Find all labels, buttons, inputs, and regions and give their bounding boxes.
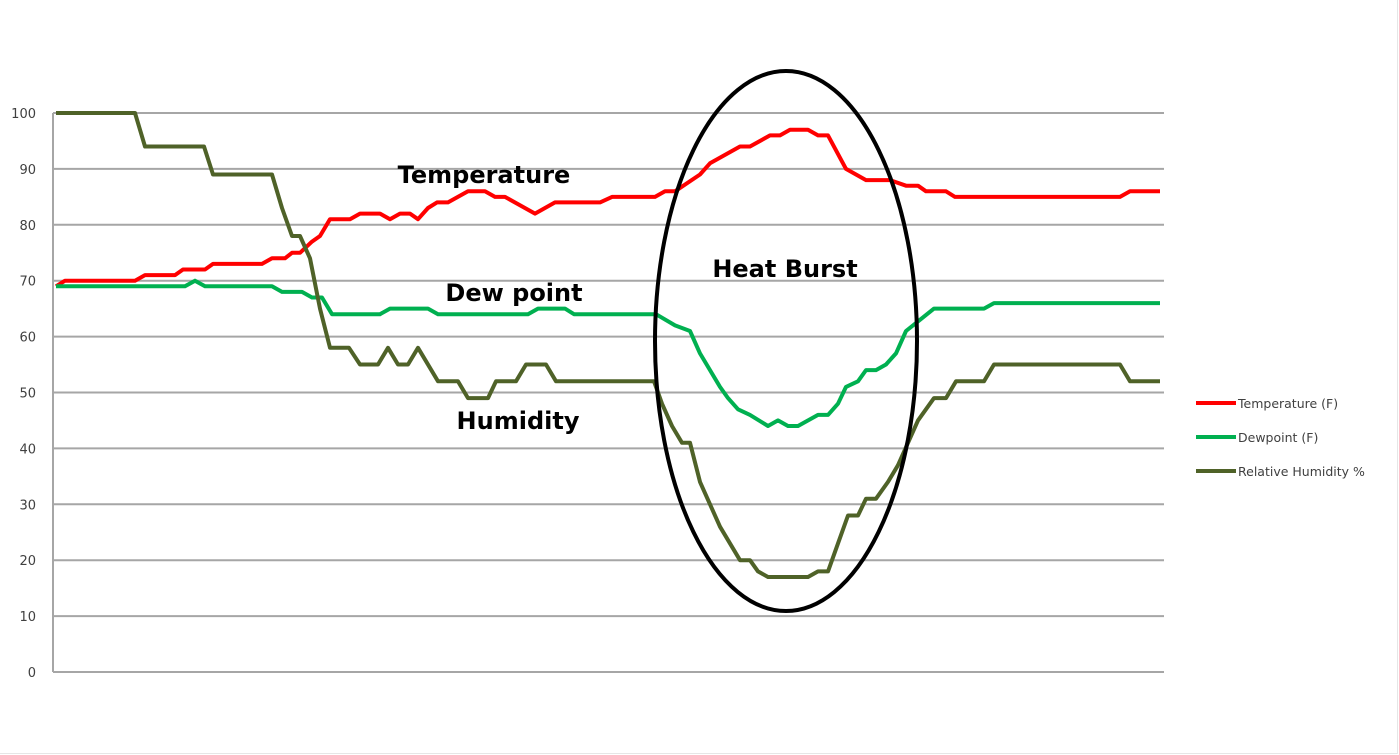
- legend: Temperature (F) Dewpoint (F) Relative Hu…: [1196, 386, 1365, 488]
- annotation-label: Dew point: [445, 279, 582, 307]
- y-tick-label: 0: [28, 666, 36, 681]
- y-tick-label: 70: [19, 275, 36, 290]
- gridlines: [53, 112, 1164, 673]
- y-tick-label: 50: [19, 387, 36, 402]
- legend-label: Temperature (F): [1238, 395, 1339, 411]
- legend-item-dewpoint: Dewpoint (F): [1196, 420, 1365, 454]
- series-line: [56, 278, 1160, 428]
- temperature-line-swatch-icon: [1196, 401, 1236, 405]
- annotation-label: Humidity: [457, 407, 580, 435]
- annotation-label: Temperature: [398, 161, 571, 189]
- y-tick-label: 60: [19, 331, 36, 346]
- annotation-label: Heat Burst: [712, 255, 857, 283]
- y-tick-label: 90: [19, 163, 36, 178]
- dewpoint-line-swatch-icon: [1196, 435, 1236, 439]
- humidity-line-swatch-icon: [1196, 469, 1236, 473]
- heat-burst-ellipse: [653, 69, 919, 613]
- y-tick-label: 40: [19, 442, 36, 457]
- series-lines: [54, 111, 1160, 579]
- y-tick-label: 10: [19, 610, 36, 625]
- legend-item-humidity: Relative Humidity %: [1196, 454, 1365, 488]
- legend-label: Dewpoint (F): [1238, 429, 1319, 445]
- heat-burst-ellipse-shape: [653, 69, 919, 613]
- legend-label: Relative Humidity %: [1238, 463, 1365, 479]
- y-axis: 0 10 20 30 40 50 60 70 80 90 100: [11, 107, 54, 681]
- y-tick-label: 80: [19, 219, 36, 234]
- legend-item-temperature: Temperature (F): [1196, 386, 1365, 420]
- annotations: Temperature Dew point Humidity Heat Burst: [398, 161, 858, 435]
- y-tick-label: 100: [11, 107, 36, 122]
- series-line: [54, 127, 1160, 288]
- y-tick-label: 30: [19, 498, 36, 513]
- y-tick-label: 20: [19, 554, 36, 569]
- series-line: [56, 111, 1160, 579]
